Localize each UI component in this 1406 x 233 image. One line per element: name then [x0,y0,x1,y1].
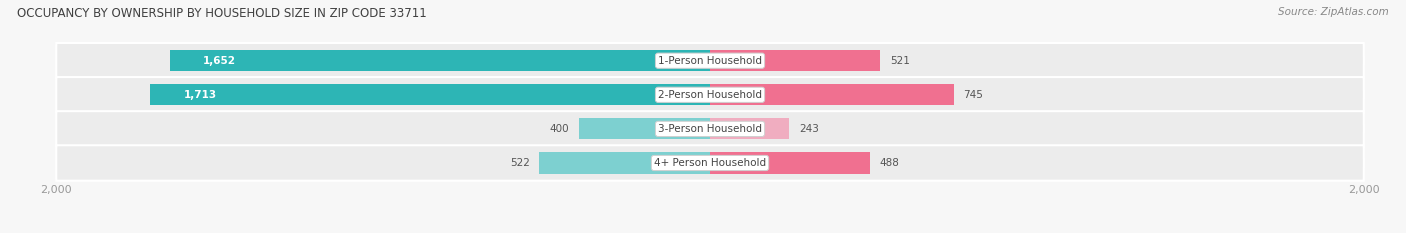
Text: 522: 522 [510,158,530,168]
Text: 521: 521 [890,56,910,66]
Bar [540,152,710,174]
FancyBboxPatch shape [56,111,1364,147]
FancyBboxPatch shape [56,145,1364,181]
FancyBboxPatch shape [56,77,1364,113]
Bar [150,84,710,105]
Text: 400: 400 [550,124,569,134]
Bar [710,50,880,71]
Text: OCCUPANCY BY OWNERSHIP BY HOUSEHOLD SIZE IN ZIP CODE 33711: OCCUPANCY BY OWNERSHIP BY HOUSEHOLD SIZE… [17,7,426,20]
Text: 1,652: 1,652 [202,56,235,66]
Text: 4+ Person Household: 4+ Person Household [654,158,766,168]
Bar [710,152,869,174]
Text: 2-Person Household: 2-Person Household [658,90,762,100]
Text: 1,713: 1,713 [184,90,217,100]
Bar [579,118,710,140]
Text: 745: 745 [963,90,983,100]
Text: 3-Person Household: 3-Person Household [658,124,762,134]
Text: 1-Person Household: 1-Person Household [658,56,762,66]
Legend: Owner-occupied, Renter-occupied: Owner-occupied, Renter-occupied [593,230,827,233]
Bar [170,50,710,71]
Text: Source: ZipAtlas.com: Source: ZipAtlas.com [1278,7,1389,17]
Text: 488: 488 [879,158,900,168]
Text: 243: 243 [799,124,820,134]
Bar [710,84,953,105]
FancyBboxPatch shape [56,43,1364,79]
Bar [710,118,789,140]
